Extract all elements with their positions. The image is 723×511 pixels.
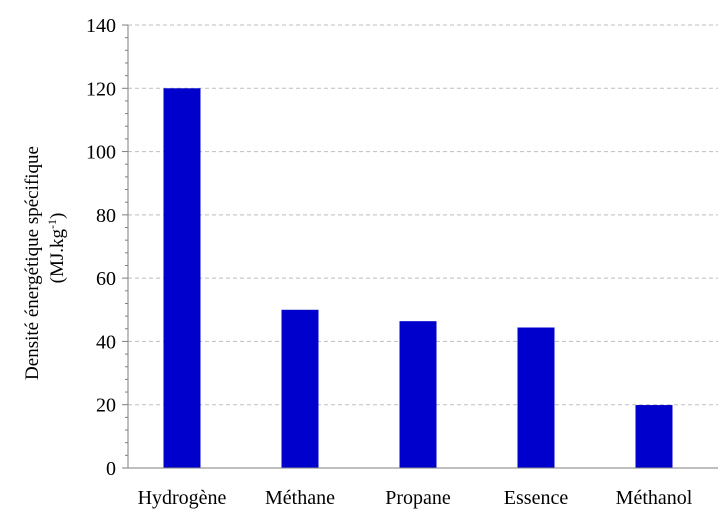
axes <box>122 24 718 469</box>
y-tick-label-80: 80 <box>96 205 116 227</box>
y-tick-label-0: 0 <box>106 458 116 480</box>
y-axis-unit-suffix: ) <box>47 213 68 219</box>
y-tick-label-20: 20 <box>96 395 116 417</box>
x-tick-label-propane: Propane <box>385 487 451 509</box>
x-tick-labels: Hydrogène Méthane Propane Essence Méthanol <box>138 487 693 509</box>
x-tick-label-méthane: Méthane <box>265 487 335 509</box>
bar-méthane <box>281 309 319 468</box>
y-axis-title: Densité énergétique spécifique (MJ.kg-1) <box>22 146 68 380</box>
bar-méthanol <box>635 405 673 468</box>
y-tick-label-140: 140 <box>86 15 116 37</box>
bar-essence <box>517 327 555 468</box>
x-tick-label-hydrogène: Hydrogène <box>138 487 227 509</box>
y-tick-label-100: 100 <box>86 142 116 164</box>
bar-propane <box>399 321 437 468</box>
x-tick-label-méthanol: Méthanol <box>616 487 693 509</box>
y-tick-label-40: 40 <box>96 331 116 353</box>
bars <box>163 88 673 469</box>
y-axis-title-line1: Densité énergétique spécifique <box>22 146 43 380</box>
y-tick-label-120: 120 <box>86 78 116 100</box>
y-axis-unit-prefix: (MJ.kg <box>47 228 68 283</box>
y-tick-labels: 0 20 40 60 80 100 120 140 <box>86 15 116 480</box>
x-tick-label-essence: Essence <box>504 487 569 509</box>
gridlines <box>128 24 718 406</box>
y-axis-title-line2: (MJ.kg-1) <box>45 213 68 284</box>
bar-hydrogène <box>163 88 201 469</box>
y-axis-unit-exponent: -1 <box>45 219 59 229</box>
y-tick-label-60: 60 <box>96 268 116 290</box>
